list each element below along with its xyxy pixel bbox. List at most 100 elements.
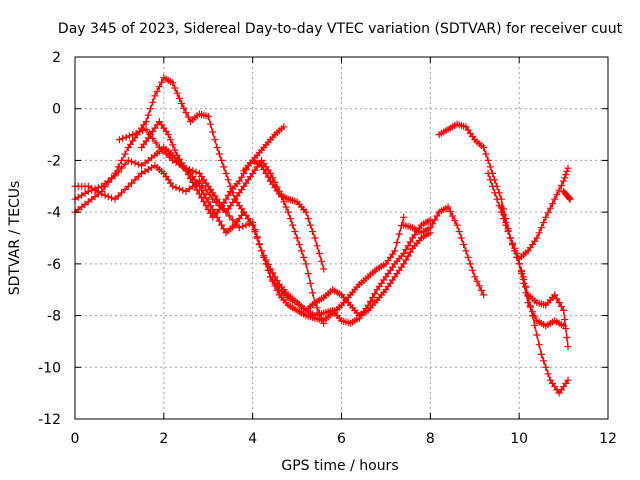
data-point-marker [108,194,116,202]
data-point-marker [500,211,508,219]
series-track-11 [515,260,572,351]
data-point-marker [466,260,474,268]
data-point-marker [451,217,459,224]
data-point-marker [497,203,505,211]
data-point-marker [369,294,377,301]
data-point-marker [300,253,308,261]
data-point-marker [471,273,479,281]
data-point-marker [426,224,434,232]
data-point-marker [134,160,142,168]
data-point-marker [535,341,543,349]
data-point-marker [235,224,243,232]
data-point-marker [533,234,541,242]
data-point-marker [542,213,550,221]
data-point-marker [555,186,563,194]
data-point-marker [101,183,109,191]
data-point-marker [406,238,414,246]
data-point-marker [255,241,263,248]
data-point-marker [315,250,323,257]
data-point-marker [224,176,232,184]
data-point-marker [406,248,414,256]
data-point-marker [222,195,230,203]
data-point-marker [101,191,109,199]
y-axis-label: SDTVAR / TECUs [7,181,23,296]
data-point-marker [220,225,228,233]
data-point-marker [239,222,247,230]
data-point-marker [225,212,233,220]
data-point-marker [544,370,552,378]
x-tick-label: 6 [337,431,346,447]
y-tick-label: -8 [47,309,61,325]
series-layer [71,74,574,397]
data-point-marker [139,127,147,135]
data-point-marker [565,194,573,202]
data-point-marker [371,290,379,298]
x-tick-label: 4 [248,431,257,447]
data-point-marker [491,189,499,197]
data-point-marker [444,203,452,211]
data-point-marker [260,166,268,173]
data-point-marker [185,166,193,173]
data-point-marker [262,169,270,177]
data-point-marker [531,321,539,329]
data-point-marker [209,128,217,136]
data-point-marker [542,363,550,371]
data-point-marker [173,151,181,159]
data-point-marker [520,275,528,283]
data-point-marker [280,123,288,131]
data-point-marker [132,129,140,137]
data-point-marker [121,160,129,168]
y-tick-label: -4 [47,205,61,221]
data-point-marker [104,178,112,186]
data-point-marker [433,212,441,220]
x-tick-labels: 0 2 4 6 8 10 12 [71,431,617,447]
data-point-marker [135,128,143,136]
data-point-marker [220,163,228,171]
data-point-marker [204,113,212,120]
data-point-marker [121,150,129,158]
data-point-marker [462,247,470,255]
data-point-marker [142,125,150,133]
data-point-marker [506,234,514,242]
data-point-marker [489,182,496,190]
data-point-marker [142,118,150,126]
data-point-marker [164,131,172,139]
data-point-marker [502,219,510,226]
data-point-marker [182,167,190,175]
data-point-marker [564,164,572,172]
data-point-marker [453,221,461,229]
data-point-marker [178,100,186,107]
data-point-marker [167,136,174,144]
data-point-marker [264,173,272,181]
data-point-marker [295,241,303,248]
data-point-marker [566,195,574,203]
data-point-marker [104,193,112,201]
data-point-marker [484,169,492,177]
data-point-marker [171,146,179,154]
data-point-marker [289,221,297,229]
data-point-marker [238,173,246,181]
series-track-1 [71,162,434,320]
data-point-marker [207,209,214,217]
data-point-marker [178,159,186,167]
data-point-marker [147,105,154,113]
data-point-marker [124,182,132,190]
series-line [74,146,405,322]
data-point-marker [111,169,119,177]
data-point-marker [249,221,257,229]
data-point-marker [313,242,321,250]
data-point-marker [537,350,545,358]
series-line [500,167,569,260]
data-point-marker [169,182,177,190]
data-point-marker [513,250,521,257]
data-point-marker [198,194,206,202]
data-point-marker [486,176,494,184]
data-point-marker [395,230,403,238]
data-point-marker [128,179,136,187]
data-point-marker [111,195,119,203]
y-tick-label: 0 [52,102,61,118]
series-track-10 [497,164,572,263]
series-line [403,206,485,296]
data-point-marker [88,186,96,194]
data-point-marker [460,241,468,248]
